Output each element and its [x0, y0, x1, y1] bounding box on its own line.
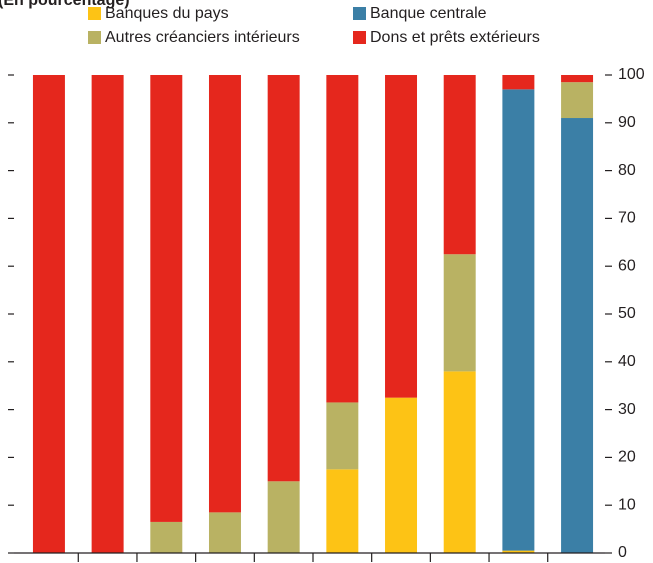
- bar-segment: [150, 521, 183, 553]
- bar-segment: [561, 82, 594, 119]
- bar-segment: [267, 75, 300, 482]
- y-tick-label: 60: [618, 257, 636, 274]
- y-tick-label: 20: [618, 449, 636, 466]
- bar-segment: [385, 75, 418, 398]
- y-tick-label: 100: [618, 66, 645, 83]
- bar-segment: [326, 469, 359, 553]
- legend-label: Autres créanciers intérieurs: [105, 29, 300, 46]
- bar-segment: [326, 75, 359, 403]
- legend-swatch: [353, 31, 366, 44]
- y-tick-label: 50: [618, 305, 636, 322]
- bar-segment: [443, 75, 476, 255]
- legend-label: Banque centrale: [370, 5, 487, 22]
- bar-segment: [443, 371, 476, 553]
- bar-segment: [91, 75, 124, 553]
- bar-segment: [267, 481, 300, 553]
- bar-segment: [502, 75, 535, 90]
- y-tick-label: 30: [618, 401, 636, 418]
- bar-segment: [561, 75, 594, 83]
- bar-segment: [32, 75, 65, 553]
- bar-segment: [502, 550, 535, 553]
- y-tick-label: 40: [618, 353, 636, 370]
- y-tick-label: 80: [618, 162, 636, 179]
- legend-label: Dons et prêts extérieurs: [370, 29, 540, 46]
- bar-segment: [208, 512, 241, 553]
- legend-swatch: [88, 31, 101, 44]
- y-tick-label: 70: [618, 210, 636, 227]
- bar-segment: [208, 75, 241, 513]
- legend-swatch: [353, 7, 366, 20]
- y-tick-label: 10: [618, 496, 636, 513]
- bar-segment: [385, 397, 418, 553]
- chart-subtitle: (En pourcentage): [0, 0, 130, 9]
- bar-segment: [502, 89, 535, 551]
- legend-label: Banques du pays: [105, 5, 229, 22]
- bar-segment: [443, 254, 476, 372]
- y-tick-label: 90: [618, 114, 636, 131]
- legend-swatch: [88, 7, 101, 20]
- y-tick-label: 0: [618, 544, 627, 561]
- bar-segment: [150, 75, 183, 522]
- bar-segment: [326, 402, 359, 470]
- bar-segment: [561, 118, 594, 554]
